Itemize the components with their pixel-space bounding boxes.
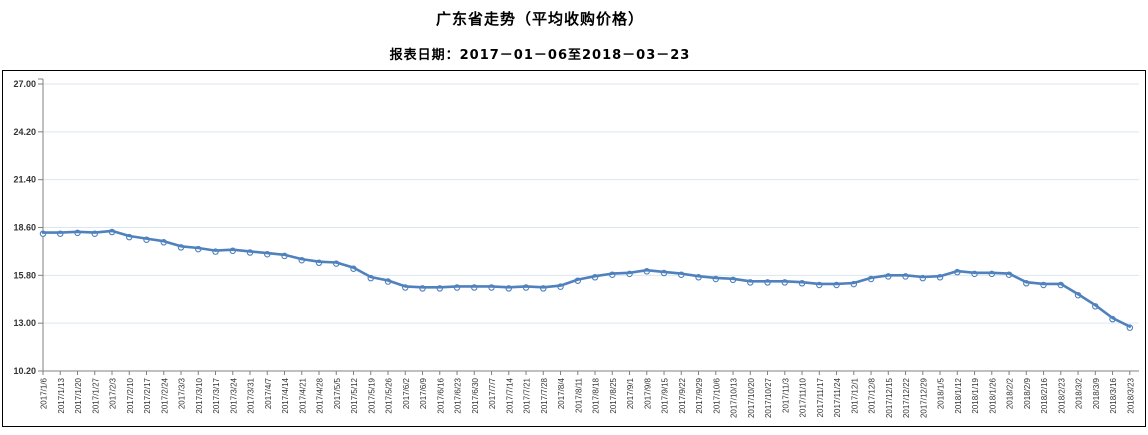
- x-axis-label: 2017/9/15: [661, 377, 670, 413]
- x-axis-label: 2017/1/27: [91, 377, 100, 413]
- x-axis-label: 2017/10/13: [730, 377, 739, 418]
- x-axis-label: 2017/9/1: [626, 377, 635, 409]
- x-axis-label: 2017/1/13: [57, 377, 66, 413]
- x-axis-label: 2018/2/16: [1040, 377, 1049, 413]
- x-axis-label: 2018/1/26: [988, 377, 997, 413]
- y-axis-label: 27.00: [13, 79, 36, 89]
- y-axis-label: 10.20: [13, 366, 36, 376]
- x-axis-label: 2017/6/9: [419, 377, 428, 409]
- x-axis-label: 2017/5/19: [367, 377, 376, 413]
- x-axis-label: 2017/8/11: [574, 377, 583, 413]
- x-axis-label: 2017/12/15: [885, 377, 894, 418]
- x-axis-label: 2017/11/17: [816, 377, 825, 417]
- x-axis-label: 2017/7/28: [540, 377, 549, 413]
- x-axis-label: 2017/7/21: [523, 377, 532, 413]
- x-axis-label: 2017/3/17: [212, 377, 221, 413]
- x-axis-label: 2018/3/2: [1075, 377, 1084, 409]
- line-chart-canvas: 27.00 24.20 21.40 18.60 15.80 13.00 10.20 2017/…: [13, 78, 1139, 418]
- x-axis-label: 2017/4/7: [264, 377, 273, 409]
- y-axis-label: 24.20: [13, 127, 36, 137]
- x-axis-label: 2017/5/5: [333, 377, 342, 409]
- x-axis-label: 2017/8/4: [557, 377, 566, 409]
- x-axis-label: 2017/10/27: [764, 377, 773, 418]
- chart-title: 广东省走势（平均收购价格）: [435, 10, 644, 28]
- x-axis-label: 2017/9/29: [695, 377, 704, 413]
- x-axis-label: 2017/10/20: [747, 377, 756, 418]
- x-axis-label: 2017/7/7: [488, 377, 497, 409]
- x-axis-label: 2017/12/22: [902, 377, 911, 418]
- y-axis-label: 13.00: [13, 318, 36, 328]
- x-axis-label: 2018/3/23: [1126, 377, 1135, 413]
- price-line-series: [41, 229, 1132, 328]
- x-axis-label: 2017/12/8: [868, 377, 877, 413]
- x-axis-label: 2017/3/31: [247, 377, 256, 413]
- x-axis-label: 2017/11/3: [781, 377, 790, 413]
- x-axis-label: 2017/5/12: [350, 377, 359, 413]
- x-axis-label: 2017/4/14: [281, 377, 290, 413]
- x-axis-label: 2017/11/10: [799, 377, 808, 417]
- x-axis-label: 2017/9/8: [643, 377, 652, 409]
- y-axis-label: 21.40: [13, 175, 36, 185]
- x-axis-label: 2017/8/25: [609, 377, 618, 413]
- x-axis-label: 2017/8/18: [592, 377, 601, 413]
- x-axis-label: 2018/3/9: [1092, 377, 1101, 409]
- x-axis-label: 2017/2/17: [143, 377, 152, 413]
- x-axis-label: 2018/1/19: [971, 377, 980, 413]
- x-axis-label: 2018/1/12: [954, 377, 963, 413]
- x-axis-label: 2017/10/6: [712, 377, 721, 413]
- x-axis-label: 2018/1/5: [937, 377, 946, 409]
- x-axis-label: 2017/6/16: [436, 377, 445, 413]
- x-axis-label: 2018/2/9: [1023, 377, 1032, 409]
- x-axis-label: 2018/3/16: [1109, 377, 1118, 413]
- x-axis-label: 2017/2/3: [109, 377, 118, 409]
- x-axis-label: 2017/7/14: [505, 377, 514, 413]
- x-axis-label: 2017/2/24: [160, 377, 169, 413]
- x-axis-label: 2017/2/10: [126, 377, 135, 413]
- x-axis-label: 2017/4/28: [316, 377, 325, 413]
- x-axis-label: 2017/1/20: [74, 377, 83, 413]
- x-axis-label: 2017/12/1: [850, 377, 859, 413]
- x-axis-label: 2017/4/21: [298, 377, 307, 413]
- chart-subtitle: 报表日期：2017－01－06至2018－03－23: [389, 48, 691, 63]
- x-axis-label: 2017/3/3: [178, 377, 187, 409]
- y-axis-label: 15.80: [13, 270, 36, 280]
- x-axis-label: 2017/6/30: [471, 377, 480, 413]
- x-axis-label: 2018/2/23: [1057, 377, 1066, 413]
- x-axis-label: 2017/5/26: [385, 377, 394, 413]
- x-axis-label: 2017/6/23: [454, 377, 463, 413]
- y-axis-label: 18.60: [13, 223, 36, 233]
- x-axis-label: 2017/1/6: [40, 377, 49, 409]
- x-axis-label: 2018/2/2: [1006, 377, 1015, 409]
- x-axis-label: 2017/6/2: [402, 377, 411, 409]
- x-axis-label: 2017/11/24: [833, 377, 842, 417]
- x-axis-label: 2017/12/29: [919, 377, 928, 418]
- x-axis-label: 2017/9/22: [678, 377, 687, 413]
- chart-container: 27.00 24.20 21.40 18.60 15.80 13.00 10.20 2017/…: [2, 70, 1146, 427]
- x-axis-label: 2017/3/24: [229, 377, 238, 413]
- x-axis-label: 2017/3/10: [195, 377, 204, 413]
